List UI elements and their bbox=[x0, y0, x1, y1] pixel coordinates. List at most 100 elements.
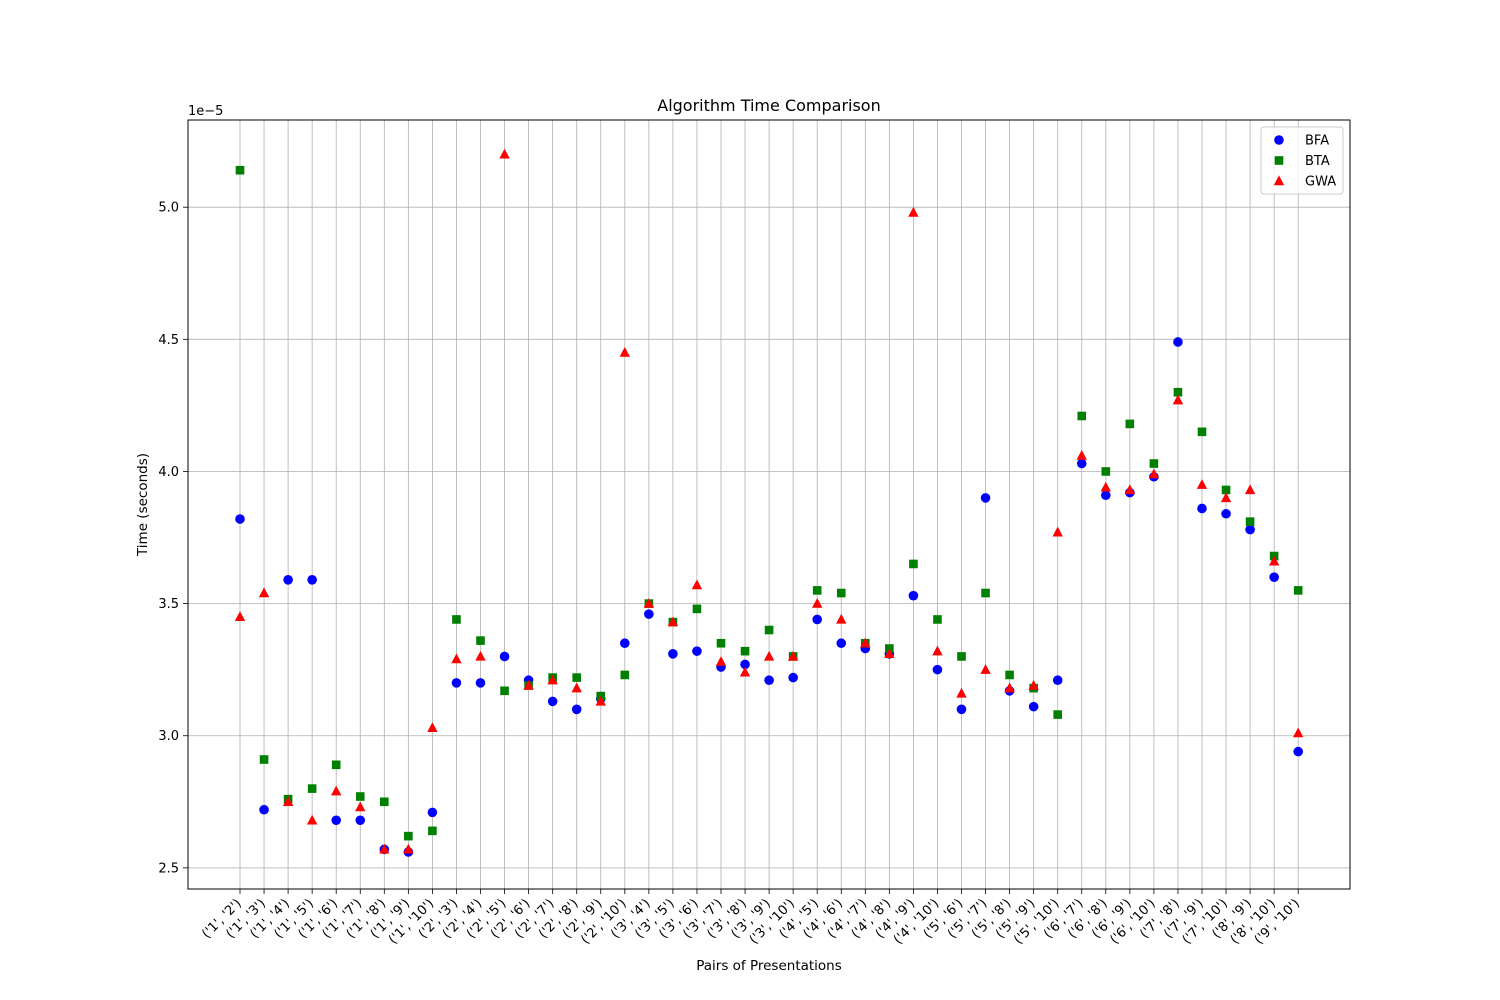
data-point-gwa bbox=[306, 814, 318, 825]
data-point-gwa bbox=[234, 611, 246, 622]
data-point-gwa bbox=[355, 801, 366, 812]
data-point-gwa bbox=[860, 637, 871, 648]
data-point-gwa bbox=[499, 148, 510, 159]
data-point-bfa bbox=[1173, 337, 1183, 347]
data-point-bfa bbox=[1269, 572, 1279, 582]
y-tick-label: 3.5 bbox=[158, 597, 179, 612]
data-point-gwa bbox=[282, 796, 294, 806]
chart-title: Algorithm Time Comparison bbox=[657, 96, 880, 115]
data-point-bta bbox=[1053, 710, 1062, 719]
data-point-gwa bbox=[1052, 526, 1063, 537]
data-point-bfa bbox=[1101, 490, 1111, 501]
data-point-bta bbox=[307, 784, 317, 793]
data-point-bta bbox=[620, 670, 630, 680]
data-point-gwa bbox=[1244, 484, 1256, 495]
data-point-gwa bbox=[667, 616, 679, 627]
legend: BFA BTA GWA bbox=[1260, 126, 1344, 195]
data-point-bta bbox=[1293, 586, 1303, 595]
data-point-bfa bbox=[956, 704, 967, 715]
data-point-bta bbox=[235, 165, 245, 175]
legend-marker-gwa bbox=[1273, 175, 1285, 186]
data-point-gwa bbox=[715, 656, 727, 666]
y-tick-label: 2.5 bbox=[158, 861, 179, 876]
data-point-bfa bbox=[1197, 503, 1207, 514]
data-point-bfa bbox=[307, 575, 317, 585]
y-tick-label: 4.0 bbox=[158, 465, 179, 480]
data-point-gwa bbox=[451, 653, 462, 664]
data-point-bfa bbox=[1028, 701, 1039, 712]
data-point-bfa bbox=[836, 638, 847, 649]
data-point-bta bbox=[1245, 517, 1255, 526]
data-point-bfa bbox=[283, 575, 293, 585]
data-point-gwa bbox=[1076, 450, 1087, 460]
data-point-gwa bbox=[523, 679, 534, 690]
data-point-gwa bbox=[1172, 394, 1184, 405]
data-point-gwa bbox=[1004, 682, 1015, 693]
data-point-gwa bbox=[1268, 555, 1280, 566]
y-tick-label: 5.0 bbox=[158, 201, 179, 216]
data-point-bta bbox=[1077, 411, 1087, 421]
data-point-bta bbox=[500, 686, 509, 696]
data-point-bta bbox=[331, 760, 341, 770]
data-point-bfa bbox=[571, 704, 582, 715]
data-point-bfa bbox=[1293, 746, 1303, 757]
data-point-bfa bbox=[1052, 675, 1063, 686]
data-point-gwa bbox=[739, 666, 751, 677]
data-point-bta bbox=[404, 831, 413, 841]
data-point-bfa bbox=[1076, 458, 1087, 469]
legend-marker-bfa bbox=[1274, 135, 1284, 145]
data-point-bta bbox=[355, 792, 365, 801]
y-axis-title: Time (seconds) bbox=[135, 453, 151, 557]
data-point-gwa bbox=[1028, 679, 1039, 690]
x-axis-title: Pairs of Presentations bbox=[696, 958, 842, 974]
data-point-bta bbox=[428, 826, 437, 836]
data-point-gwa bbox=[787, 650, 799, 661]
data-point-bfa bbox=[812, 614, 822, 625]
y-axis-offset-label: 1e−5 bbox=[188, 104, 223, 119]
data-point-bta bbox=[1197, 427, 1207, 437]
legend-label-bfa: BFA bbox=[1305, 134, 1329, 149]
data-point-gwa bbox=[258, 587, 270, 598]
data-point-gwa bbox=[908, 206, 919, 217]
data-point-bfa bbox=[331, 815, 342, 826]
data-markers bbox=[234, 148, 1304, 857]
data-point-bta bbox=[981, 588, 990, 598]
data-point-bfa bbox=[427, 807, 438, 818]
y-tick-label: 4.5 bbox=[158, 333, 179, 348]
data-point-bfa bbox=[692, 646, 702, 656]
data-point-gwa bbox=[571, 682, 582, 693]
data-point-bta bbox=[1125, 419, 1135, 429]
data-point-gwa bbox=[547, 674, 558, 685]
data-point-bfa bbox=[1245, 524, 1255, 535]
data-point-gwa bbox=[1148, 468, 1160, 479]
data-point-bta bbox=[933, 615, 942, 624]
data-point-bfa bbox=[235, 514, 245, 524]
data-point-bta bbox=[452, 615, 461, 624]
data-point-bfa bbox=[451, 678, 462, 688]
data-point-gwa bbox=[1220, 492, 1232, 503]
data-point-bfa bbox=[644, 609, 654, 619]
data-point-bfa bbox=[1221, 508, 1231, 519]
data-point-gwa bbox=[331, 785, 342, 796]
data-point-bta bbox=[812, 586, 822, 595]
data-point-bfa bbox=[788, 672, 798, 683]
data-point-bfa bbox=[932, 664, 943, 675]
data-point-bta bbox=[1173, 387, 1183, 397]
y-tick-label: 3.0 bbox=[158, 729, 179, 744]
data-point-gwa bbox=[643, 597, 655, 608]
data-point-gwa bbox=[379, 843, 390, 854]
data-point-bfa bbox=[908, 590, 919, 601]
grid bbox=[188, 120, 1350, 889]
data-point-bta bbox=[716, 638, 726, 648]
data-point-gwa bbox=[812, 597, 823, 608]
data-point-gwa bbox=[595, 695, 606, 706]
data-point-bfa bbox=[668, 649, 678, 659]
data-point-bta bbox=[572, 673, 581, 682]
data-point-bta bbox=[380, 797, 389, 807]
series-gwa bbox=[234, 148, 1304, 854]
data-point-bta bbox=[1005, 670, 1014, 680]
data-point-bfa bbox=[355, 815, 366, 826]
data-point-gwa bbox=[475, 650, 486, 661]
data-point-bta bbox=[957, 652, 966, 661]
